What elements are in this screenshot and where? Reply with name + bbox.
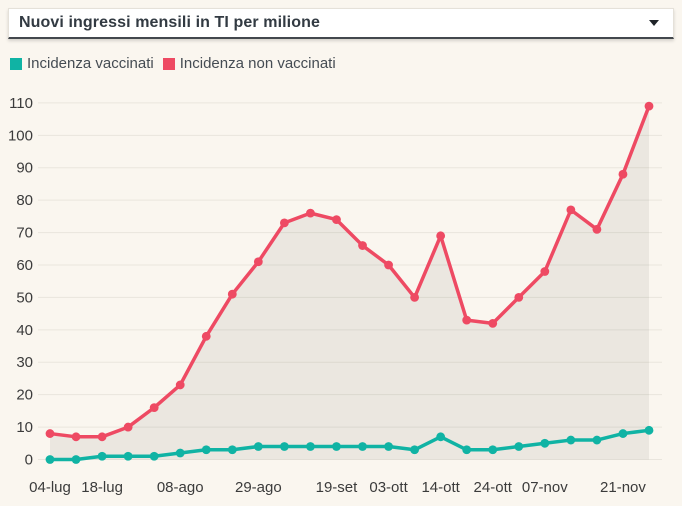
line-chart: 0 10 20 30 40 50 60 70 80 90 100 110 04-lug 18-lug 08… — [8, 95, 662, 496]
data-point — [358, 442, 367, 451]
y-tick-label: 90 — [16, 160, 33, 177]
x-tick-label: 14-ott — [421, 479, 460, 496]
data-point — [175, 448, 185, 458]
data-point — [45, 455, 55, 464]
x-tick-label: 18-lug — [81, 479, 123, 496]
data-point — [618, 429, 628, 438]
x-tick-label: 24-ott — [474, 479, 513, 496]
data-point — [514, 442, 524, 451]
data-point — [566, 205, 576, 215]
legend-label: Incidenza non vaccinati — [179, 55, 336, 72]
data-point — [123, 451, 133, 461]
data-point — [384, 260, 393, 270]
data-point — [279, 442, 289, 451]
data-point — [592, 435, 602, 445]
data-point — [514, 293, 524, 302]
data-point — [488, 318, 498, 328]
data-point — [97, 451, 107, 461]
y-tick-label: 50 — [16, 289, 33, 306]
data-point — [253, 442, 263, 451]
data-point — [97, 432, 107, 442]
x-tick-label: 08-ago — [157, 479, 204, 496]
data-point — [45, 429, 55, 438]
data-point — [358, 241, 367, 250]
legend-label: Incidenza vaccinati — [27, 55, 154, 72]
y-tick-label: 30 — [16, 354, 33, 371]
x-axis-labels: 04-lug 18-lug 08-ago 29-ago 19-set 03-ott 14-o… — [29, 479, 646, 496]
x-tick-label: 21-nov — [600, 479, 646, 496]
chart-title: Nuovi ingressi mensili in TI per milione — [19, 14, 320, 31]
legend-swatch-icon — [10, 57, 22, 70]
data-point — [306, 442, 315, 451]
data-point — [149, 451, 159, 461]
data-point — [227, 445, 237, 455]
data-point — [540, 267, 550, 276]
data-point — [488, 445, 498, 455]
data-point — [644, 425, 654, 435]
data-point — [436, 231, 446, 241]
data-point — [332, 215, 341, 225]
data-point — [227, 289, 237, 299]
data-point — [462, 315, 472, 325]
data-point — [384, 442, 393, 451]
series-lines — [45, 101, 654, 464]
area-fill — [50, 106, 649, 460]
y-axis-labels: 0 10 20 30 40 50 60 70 80 90 100 110 — [8, 95, 33, 469]
data-point — [410, 293, 420, 302]
data-point — [149, 403, 159, 413]
data-point — [201, 331, 211, 341]
data-point — [462, 445, 472, 455]
x-tick-label: 04-lug — [29, 479, 71, 496]
caret-down-icon — [649, 20, 659, 26]
data-point — [253, 257, 263, 267]
data-point — [540, 438, 550, 448]
data-point — [592, 224, 602, 234]
data-point — [566, 435, 576, 445]
data-point — [175, 380, 185, 390]
data-point — [279, 218, 289, 228]
data-point — [71, 432, 81, 442]
legend-item[interactable]: Incidenza non vaccinati — [162, 55, 336, 72]
y-tick-label: 40 — [16, 322, 33, 339]
series-area-fill — [50, 106, 649, 460]
legend-item[interactable]: Incidenza vaccinati — [10, 55, 154, 72]
x-tick-label: 29-ago — [235, 479, 282, 496]
y-tick-label: 70 — [16, 225, 33, 242]
data-point — [644, 101, 654, 111]
data-point — [332, 442, 341, 451]
y-gridlines — [38, 102, 662, 460]
y-tick-label: 100 — [8, 127, 33, 144]
y-tick-label: 80 — [16, 192, 33, 209]
y-tick-label: 60 — [16, 257, 33, 274]
data-point — [201, 445, 211, 455]
data-point — [123, 422, 133, 432]
data-point — [618, 169, 628, 179]
data-point — [306, 208, 315, 218]
x-tick-label: 07-nov — [522, 479, 568, 496]
legend-swatch-icon — [162, 57, 175, 70]
y-tick-label: 20 — [16, 387, 33, 404]
series-line — [48, 104, 651, 439]
chart-selector-dropdown[interactable]: Nuovi ingressi mensili in TI per milione — [8, 8, 674, 39]
y-tick-label: 110 — [9, 95, 33, 112]
legend: Incidenza vaccinati Incidenza non vaccina… — [10, 55, 336, 72]
x-tick-label: 19-set — [316, 479, 359, 496]
y-tick-label: 0 — [25, 452, 33, 469]
y-tick-label: 10 — [16, 419, 33, 436]
data-point — [71, 455, 81, 464]
data-point — [410, 445, 420, 455]
data-point — [436, 432, 446, 442]
x-tick-label: 03-ott — [369, 479, 408, 496]
